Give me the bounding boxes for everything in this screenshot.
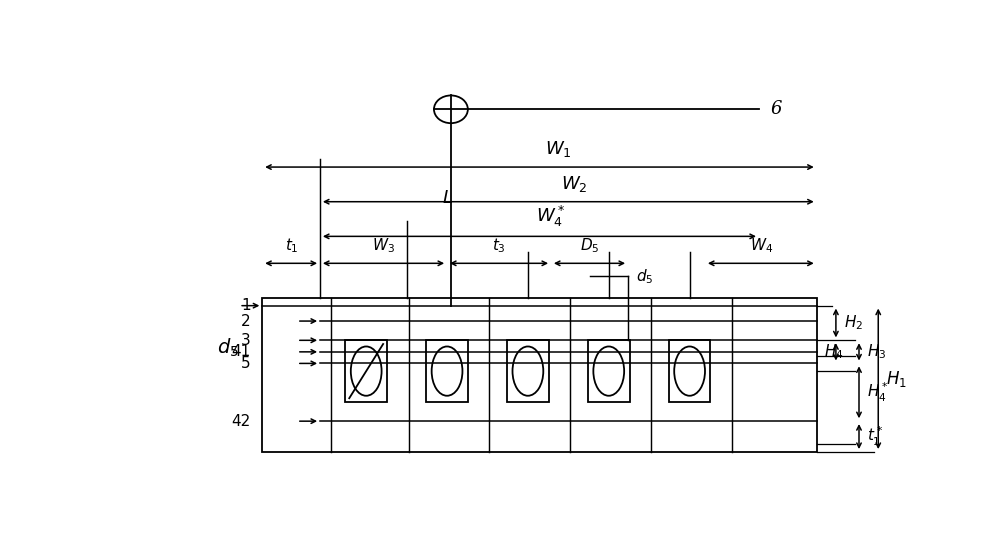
- Text: 41: 41: [231, 344, 251, 359]
- Text: $L$: $L$: [442, 189, 453, 207]
- Text: $H^*_4$: $H^*_4$: [867, 381, 888, 403]
- Text: 2: 2: [241, 314, 251, 329]
- Text: 3: 3: [241, 333, 251, 348]
- Bar: [669, 340, 710, 402]
- Bar: [262, 298, 817, 452]
- Text: $D_5$: $D_5$: [580, 236, 599, 255]
- Text: 1: 1: [241, 298, 251, 313]
- Text: 6: 6: [770, 100, 782, 118]
- Text: $W_3$: $W_3$: [372, 236, 395, 255]
- Text: 42: 42: [231, 413, 251, 429]
- Bar: [588, 340, 630, 402]
- Bar: [345, 340, 387, 402]
- Text: $W_1$: $W_1$: [545, 140, 572, 160]
- Text: 5: 5: [241, 356, 251, 371]
- Text: $H_3$: $H_3$: [867, 343, 886, 361]
- Ellipse shape: [434, 95, 468, 123]
- Text: $H_4$: $H_4$: [824, 343, 844, 361]
- Text: $W_2$: $W_2$: [561, 174, 587, 194]
- Text: $d_5$: $d_5$: [217, 337, 239, 359]
- Bar: [426, 340, 468, 402]
- Text: $H_1$: $H_1$: [886, 369, 907, 389]
- Text: $d_5$: $d_5$: [636, 267, 653, 286]
- Text: $H_2$: $H_2$: [844, 313, 863, 332]
- Bar: [507, 340, 549, 402]
- Text: $t_3$: $t_3$: [492, 236, 506, 255]
- Text: $W^*_4$: $W^*_4$: [536, 204, 566, 229]
- Text: $t^*_1$: $t^*_1$: [867, 425, 883, 448]
- Text: $W_4$: $W_4$: [750, 236, 773, 255]
- Text: $t_1$: $t_1$: [285, 236, 298, 255]
